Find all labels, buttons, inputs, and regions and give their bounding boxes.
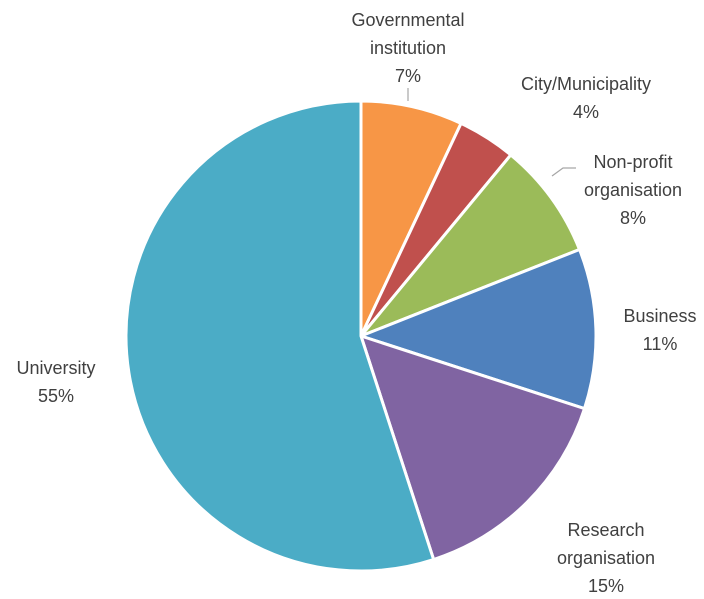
slice-value-label: 55% <box>38 386 74 406</box>
slice-name-label: institution <box>370 38 446 58</box>
slice-value-label: 4% <box>573 102 599 122</box>
slice-value-label: 11% <box>643 334 678 354</box>
slice-name-label: Business <box>623 306 696 326</box>
slice-label-non-profit-organisation: Non-profit organisation 8% <box>584 152 682 228</box>
slice-name-label: Governmental <box>351 10 464 30</box>
pie-slices <box>124 99 598 573</box>
slice-value-label: 7% <box>395 66 421 86</box>
slice-label-governmental-institution: Governmental institution 7% <box>351 10 464 86</box>
slice-name-label: organisation <box>584 180 682 200</box>
slice-label-business: Business 11% <box>623 306 696 354</box>
slice-name-label: organisation <box>557 548 655 568</box>
leader-line-non-profit-organisation <box>551 167 576 177</box>
slice-name-label: Research <box>567 520 644 540</box>
slice-label-research-organisation: Research organisation 15% <box>557 520 655 596</box>
slice-label-city-municipality: City/Municipality 4% <box>521 74 651 122</box>
pie-slice-non-profit-organisation <box>359 152 582 338</box>
slice-labels: Governmental institution 7% City/Municipali… <box>16 10 696 596</box>
slice-name-label: City/Municipality <box>521 74 651 94</box>
slice-value-label: 8% <box>620 208 646 228</box>
slice-label-university: University 55% <box>16 358 95 406</box>
slice-value-label: 15% <box>588 576 624 596</box>
pie-slice-university <box>124 99 436 573</box>
slice-name-label: Non-profit <box>593 152 672 172</box>
leader-lines <box>407 88 576 177</box>
pie-slice-business <box>356 247 598 411</box>
slice-name-label: University <box>16 358 95 378</box>
pie-slice-governmental-institution <box>359 99 464 337</box>
